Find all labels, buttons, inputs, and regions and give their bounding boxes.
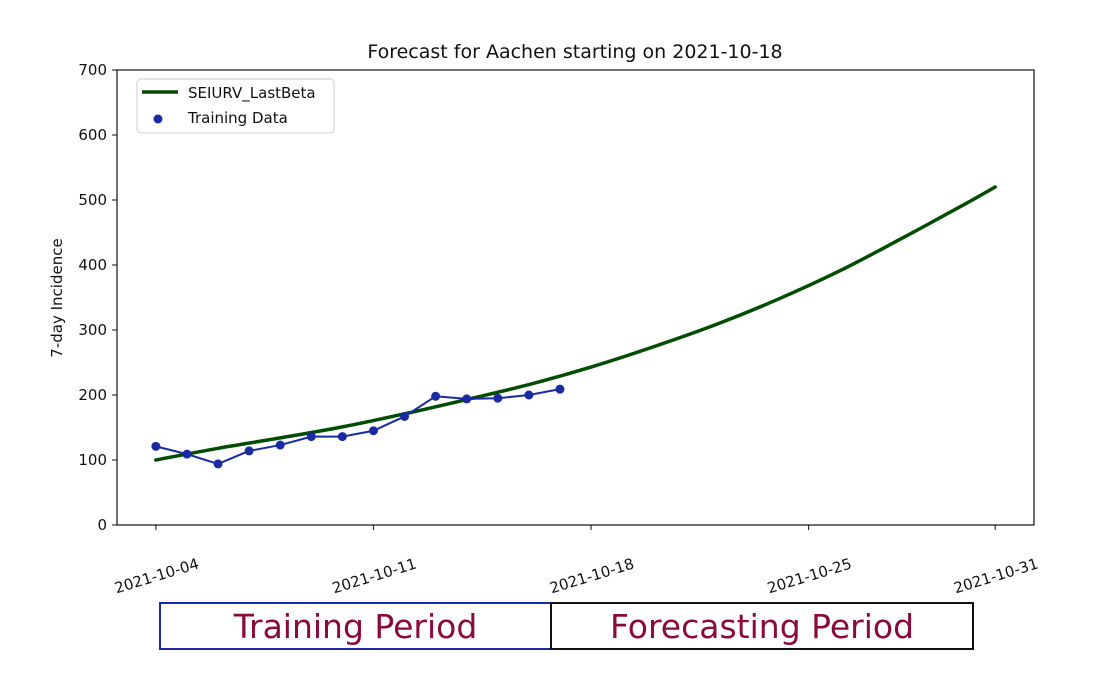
- plot-series: [151, 185, 997, 469]
- y-axis: 0 100 200 300 400 500 600 700: [78, 61, 117, 534]
- training-data-point: [244, 446, 254, 456]
- training-data-point: [368, 426, 378, 436]
- y-axis-label: 7-day Incidence: [48, 238, 66, 357]
- y-tick-label: 100: [78, 451, 107, 469]
- chart-title: Forecast for Aachen starting on 2021-10-…: [367, 41, 782, 63]
- legend-label-training: Training Data: [187, 109, 288, 127]
- training-period-box: Training Period: [159, 602, 552, 650]
- training-data-point: [182, 449, 192, 459]
- series-line-seiurv-lastbeta: [154, 185, 997, 462]
- training-data-point: [555, 384, 565, 394]
- forecasting-period-box: Forecasting Period: [550, 602, 974, 650]
- training-data-point: [213, 459, 223, 469]
- training-data-point: [400, 411, 410, 421]
- training-data-point: [275, 440, 285, 450]
- training-data-point: [337, 432, 347, 442]
- series-line-training-data: [155, 388, 561, 465]
- legend-marker-swatch: [153, 114, 163, 124]
- forecast-chart: Forecast for Aachen starting on 2021-10-…: [48, 41, 1041, 598]
- training-data-point: [524, 390, 534, 400]
- legend-box: [136, 78, 335, 134]
- y-tick-label: 0: [97, 516, 107, 534]
- training-period-label: Training Period: [233, 606, 478, 646]
- y-tick-label: 400: [78, 256, 107, 274]
- y-tick-label: 500: [78, 191, 107, 209]
- y-tick-label: 200: [78, 386, 107, 404]
- training-data-point: [151, 441, 161, 451]
- training-data-point: [493, 393, 503, 403]
- legend: SEIURV_LastBeta Training Data: [136, 78, 335, 134]
- forecasting-period-label: Forecasting Period: [609, 606, 915, 646]
- y-tick-label: 300: [78, 321, 107, 339]
- y-tick-label: 600: [78, 126, 107, 144]
- y-tick-label: 700: [78, 61, 107, 79]
- training-data-point: [462, 394, 472, 404]
- legend-label-seiurv: SEIURV_LastBeta: [188, 84, 316, 103]
- training-data-point: [431, 391, 441, 401]
- training-data-point: [306, 432, 316, 442]
- plot-frame: [116, 69, 1035, 526]
